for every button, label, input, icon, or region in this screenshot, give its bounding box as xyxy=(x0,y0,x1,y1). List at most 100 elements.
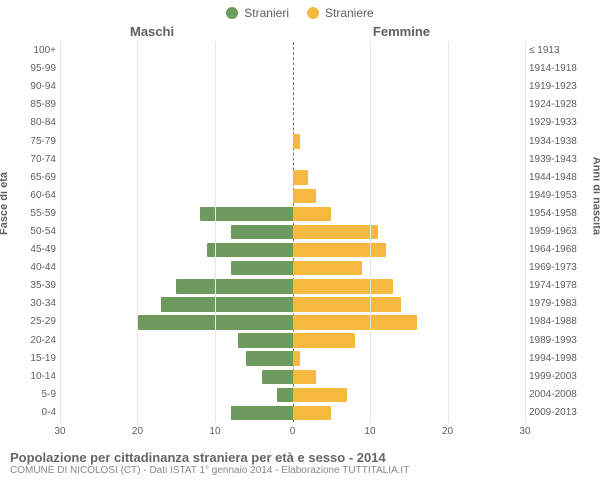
age-label: 90-94 xyxy=(20,82,56,92)
bar-female xyxy=(293,279,394,293)
birth-year-label: 1919-1923 xyxy=(529,82,587,92)
chart-row: 90-941919-1923 xyxy=(60,78,525,96)
legend-swatch-female xyxy=(307,7,319,19)
x-tick: 10 xyxy=(364,426,375,437)
bar-female xyxy=(293,388,347,402)
birth-year-label: ≤ 1913 xyxy=(529,46,587,56)
bar-female xyxy=(293,189,316,203)
bar-female xyxy=(293,370,316,384)
bar-female xyxy=(293,315,417,329)
y-axis-title-left: Fasce di età xyxy=(0,172,10,235)
footer-subtitle: COMUNE DI NICOLOSI (CT) - Dati ISTAT 1° … xyxy=(10,465,590,476)
birth-year-label: 1929-1933 xyxy=(529,118,587,128)
age-label: 25-29 xyxy=(20,317,56,327)
y-axis-title-right: Anni di nascita xyxy=(590,157,600,235)
footer-title: Popolazione per cittadinanza straniera p… xyxy=(10,450,590,465)
birth-year-label: 1959-1963 xyxy=(529,227,587,237)
birth-year-label: 1944-1948 xyxy=(529,173,587,183)
age-label: 55-59 xyxy=(20,209,56,219)
x-tick: 20 xyxy=(442,426,453,437)
chart-row: 80-841929-1933 xyxy=(60,114,525,132)
bar-male xyxy=(200,207,293,221)
bar-male xyxy=(246,351,293,365)
birth-year-label: 1974-1978 xyxy=(529,281,587,291)
chart-row: 55-591954-1958 xyxy=(60,205,525,223)
chart-row: 20-241989-1993 xyxy=(60,332,525,350)
birth-year-label: 1989-1993 xyxy=(529,336,587,346)
legend-swatch-male xyxy=(226,7,238,19)
birth-year-label: 2004-2008 xyxy=(529,390,587,400)
bar-female xyxy=(293,243,386,257)
chart-row: 5-92004-2008 xyxy=(60,386,525,404)
chart-row: 85-891924-1928 xyxy=(60,96,525,114)
age-label: 0-4 xyxy=(20,408,56,418)
bar-female xyxy=(293,170,309,184)
age-label: 60-64 xyxy=(20,191,56,201)
age-label: 100+ xyxy=(20,46,56,56)
bar-female xyxy=(293,351,301,365)
age-label: 20-24 xyxy=(20,336,56,346)
chart-row: 40-441969-1973 xyxy=(60,259,525,277)
bar-female xyxy=(293,333,355,347)
chart-row: 95-991914-1918 xyxy=(60,60,525,78)
chart-row: 60-641949-1953 xyxy=(60,187,525,205)
bar-male xyxy=(176,279,292,293)
chart: Maschi Femmine Fasce di età Anni di nasc… xyxy=(0,20,600,450)
age-label: 10-14 xyxy=(20,372,56,382)
bar-female xyxy=(293,134,301,148)
bar-male xyxy=(207,243,292,257)
age-label: 80-84 xyxy=(20,118,56,128)
chart-row: 25-291984-1988 xyxy=(60,313,525,331)
age-label: 65-69 xyxy=(20,173,56,183)
gridline xyxy=(60,42,61,422)
birth-year-label: 1934-1938 xyxy=(529,137,587,147)
age-label: 75-79 xyxy=(20,137,56,147)
chart-row: 10-141999-2003 xyxy=(60,368,525,386)
birth-year-label: 1939-1943 xyxy=(529,155,587,165)
bar-male xyxy=(262,370,293,384)
age-label: 35-39 xyxy=(20,281,56,291)
gridline xyxy=(525,42,526,422)
legend-item-male: Stranieri xyxy=(226,6,289,20)
age-label: 70-74 xyxy=(20,155,56,165)
bar-male xyxy=(231,406,293,420)
bar-male xyxy=(161,297,293,311)
age-label: 85-89 xyxy=(20,100,56,110)
birth-year-label: 1979-1983 xyxy=(529,299,587,309)
age-label: 5-9 xyxy=(20,390,56,400)
bar-male xyxy=(231,261,293,275)
chart-row: 65-691944-1948 xyxy=(60,169,525,187)
legend-label-female: Straniere xyxy=(325,6,374,20)
x-tick: 30 xyxy=(519,426,530,437)
chart-row: 0-42009-2013 xyxy=(60,404,525,422)
chart-row: 45-491964-1968 xyxy=(60,241,525,259)
bar-male xyxy=(238,333,292,347)
bar-male xyxy=(277,388,293,402)
chart-row: 100+≤ 1913 xyxy=(60,42,525,60)
birth-year-label: 1999-2003 xyxy=(529,372,587,382)
birth-year-label: 1949-1953 xyxy=(529,191,587,201)
birth-year-label: 1994-1998 xyxy=(529,354,587,364)
legend-item-female: Straniere xyxy=(307,6,374,20)
column-title-left: Maschi xyxy=(130,24,174,39)
age-label: 40-44 xyxy=(20,263,56,273)
bar-female xyxy=(293,207,332,221)
birth-year-label: 1954-1958 xyxy=(529,209,587,219)
gridline xyxy=(370,42,371,422)
age-label: 45-49 xyxy=(20,245,56,255)
footer: Popolazione per cittadinanza straniera p… xyxy=(0,450,600,482)
bar-male xyxy=(231,225,293,239)
age-label: 15-19 xyxy=(20,354,56,364)
x-tick: 30 xyxy=(54,426,65,437)
chart-row: 35-391974-1978 xyxy=(60,277,525,295)
bar-female xyxy=(293,261,363,275)
x-tick: 0 xyxy=(290,426,296,437)
birth-year-label: 1914-1918 xyxy=(529,64,587,74)
chart-row: 70-741939-1943 xyxy=(60,151,525,169)
legend: Stranieri Straniere xyxy=(0,0,600,20)
gridline xyxy=(448,42,449,422)
chart-row: 50-541959-1963 xyxy=(60,223,525,241)
chart-row: 30-341979-1983 xyxy=(60,295,525,313)
plot-area: 100+≤ 191395-991914-191890-941919-192385… xyxy=(60,42,525,422)
birth-year-label: 1924-1928 xyxy=(529,100,587,110)
